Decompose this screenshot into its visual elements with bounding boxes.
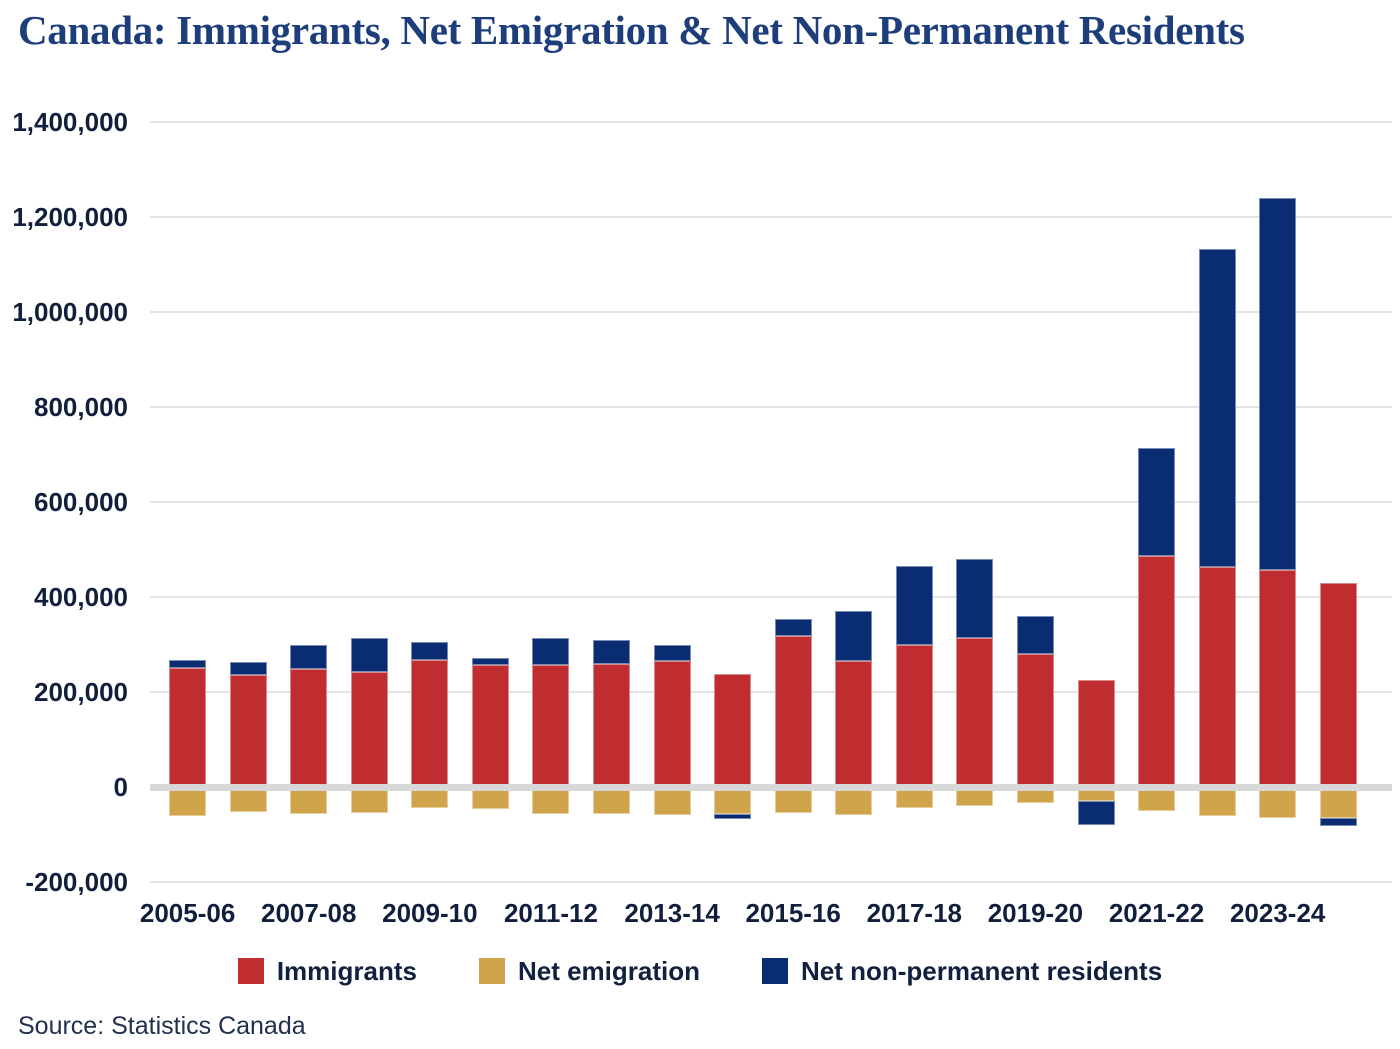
y-axis-tick-label: 0 bbox=[113, 772, 128, 802]
bar-segment-red-2019-20 bbox=[1016, 653, 1054, 787]
bar-segment-red-2007-08 bbox=[290, 669, 328, 787]
bar-segment-navy-2016-17 bbox=[835, 610, 873, 662]
bar-segment-red-2013-14 bbox=[653, 660, 691, 787]
bar-segment-navy-2020-21 bbox=[1077, 801, 1115, 826]
bar-segment-navy-2012-13 bbox=[593, 639, 631, 664]
bar-segment-navy-2015-16 bbox=[774, 619, 812, 637]
bar-segment-red-2017-18 bbox=[895, 644, 933, 787]
x-axis-tick-label: 2009-10 bbox=[382, 898, 478, 928]
bar-segment-navy-2017-18 bbox=[895, 566, 933, 645]
y-axis-tick-label: 800,000 bbox=[34, 392, 128, 422]
bar-segment-navy-2006-07 bbox=[229, 662, 267, 675]
bar-segment-navy-2007-08 bbox=[290, 644, 328, 670]
bar-segment-gold-2007-08 bbox=[290, 787, 328, 815]
bar-segment-red-2005-06 bbox=[169, 668, 207, 787]
bar-segment-navy-2023-24 bbox=[1259, 198, 1297, 570]
y-axis-tick-label: -200,000 bbox=[25, 867, 128, 897]
source-note: Source: Statistics Canada bbox=[18, 1012, 306, 1040]
bar-segment-navy-2009-10 bbox=[411, 642, 449, 660]
bar-segment-red-2023-24 bbox=[1259, 569, 1297, 787]
bar-segment-red-2021-22 bbox=[1138, 555, 1176, 787]
bar-segment-gold-2016-17 bbox=[835, 787, 873, 816]
bar-segment-gold-2014-15 bbox=[714, 787, 752, 815]
bar-segment-gold-2012-13 bbox=[593, 787, 631, 815]
y-axis-tick-label: 1,400,000 bbox=[12, 107, 128, 137]
bar-segment-red-2008-09 bbox=[350, 672, 388, 787]
gridline-400000 bbox=[150, 596, 1392, 598]
legend-swatch-red bbox=[237, 958, 264, 984]
gridline-200000 bbox=[150, 691, 1392, 693]
x-axis-tick-label: 2011-12 bbox=[503, 898, 598, 928]
bar-segment-red-2012-13 bbox=[593, 663, 631, 787]
legend-label: Net non-permanent residents bbox=[801, 955, 1163, 986]
bar-segment-navy-2018-19 bbox=[956, 559, 994, 639]
legend-label: Immigrants bbox=[276, 955, 417, 986]
bar-segment-navy-2019-20 bbox=[1016, 616, 1054, 654]
bar-segment-navy-2024-25 bbox=[1319, 818, 1357, 827]
gridline-600000 bbox=[150, 501, 1392, 503]
bar-segment-navy-2010-11 bbox=[471, 657, 509, 666]
x-axis-tick-label: 2015-16 bbox=[745, 898, 841, 928]
bar-segment-navy-2014-15 bbox=[714, 814, 752, 819]
bar-segment-navy-2021-22 bbox=[1138, 448, 1176, 556]
bar-segment-gold-2005-06 bbox=[169, 787, 207, 816]
x-axis-tick-label: 2007-08 bbox=[261, 898, 357, 928]
x-axis-tick-label: 2019-20 bbox=[987, 898, 1084, 928]
bar-segment-navy-2011-12 bbox=[532, 637, 570, 665]
y-axis-tick-label: 400,000 bbox=[34, 582, 128, 612]
bar-segment-red-2010-11 bbox=[471, 665, 509, 787]
bar-segment-navy-2013-14 bbox=[653, 644, 691, 661]
chart-title: Canada: Immigrants, Net Emigration & Net… bbox=[18, 7, 1245, 53]
bar-segment-red-2011-12 bbox=[532, 664, 570, 787]
chart-legend: Immigrants Net emigration Net non-permanen… bbox=[0, 953, 1400, 989]
bar-segment-red-2020-21 bbox=[1077, 680, 1115, 787]
legend-swatch-gold bbox=[478, 958, 505, 984]
gridline-1200000 bbox=[150, 216, 1392, 218]
zero-baseline bbox=[150, 783, 1392, 791]
bar-segment-gold-2023-24 bbox=[1259, 787, 1297, 819]
legend-swatch-navy bbox=[762, 958, 788, 984]
bar-segment-gold-2022-23 bbox=[1198, 787, 1236, 817]
x-axis-tick-label: 2021-22 bbox=[1108, 898, 1205, 928]
y-axis-tick-label: 200,000 bbox=[34, 677, 128, 707]
bar-segment-red-2015-16 bbox=[774, 636, 812, 787]
bar-segment-gold-2013-14 bbox=[653, 787, 691, 816]
gridline-800000 bbox=[150, 406, 1392, 408]
legend-item-navy: Net non-permanent residents bbox=[762, 956, 1162, 987]
bar-segment-gold-2015-16 bbox=[774, 787, 812, 813]
bar-segment-red-2024-25 bbox=[1319, 582, 1357, 787]
gridline-1400000 bbox=[150, 121, 1392, 123]
bar-segment-gold-2006-07 bbox=[229, 787, 267, 812]
y-axis-tick-label: 1,200,000 bbox=[12, 202, 128, 232]
bar-segment-navy-2022-23 bbox=[1198, 248, 1236, 568]
bar-segment-gold-2011-12 bbox=[532, 787, 570, 815]
x-axis-tick-label: 2013-14 bbox=[624, 898, 720, 928]
legend-label: Net emigration bbox=[517, 955, 700, 986]
bar-segment-red-2022-23 bbox=[1198, 567, 1236, 787]
legend-item-red: Immigrants bbox=[237, 955, 417, 987]
bar-segment-navy-2005-06 bbox=[169, 659, 207, 669]
bar-segment-red-2006-07 bbox=[229, 674, 267, 787]
y-axis-tick-label: 600,000 bbox=[34, 487, 128, 517]
gridline--200000 bbox=[150, 881, 1392, 883]
bar-segment-red-2016-17 bbox=[835, 661, 873, 787]
bar-segment-gold-2024-25 bbox=[1319, 787, 1357, 819]
bar-segment-navy-2008-09 bbox=[350, 637, 388, 673]
x-axis-tick-label: 2023-24 bbox=[1229, 898, 1326, 928]
gridline-1000000 bbox=[150, 311, 1392, 313]
y-axis-tick-label: 1,000,000 bbox=[12, 297, 128, 327]
bar-segment-red-2014-15 bbox=[714, 673, 752, 787]
bar-segment-gold-2021-22 bbox=[1138, 787, 1176, 811]
x-axis-tick-label: 2017-18 bbox=[866, 898, 963, 928]
legend-item-gold: Net emigration bbox=[478, 955, 700, 987]
bar-segment-gold-2008-09 bbox=[350, 787, 388, 813]
bar-segment-red-2009-10 bbox=[411, 659, 449, 787]
x-axis-tick-label: 2005-06 bbox=[139, 898, 236, 928]
bar-segment-red-2018-19 bbox=[956, 638, 994, 787]
